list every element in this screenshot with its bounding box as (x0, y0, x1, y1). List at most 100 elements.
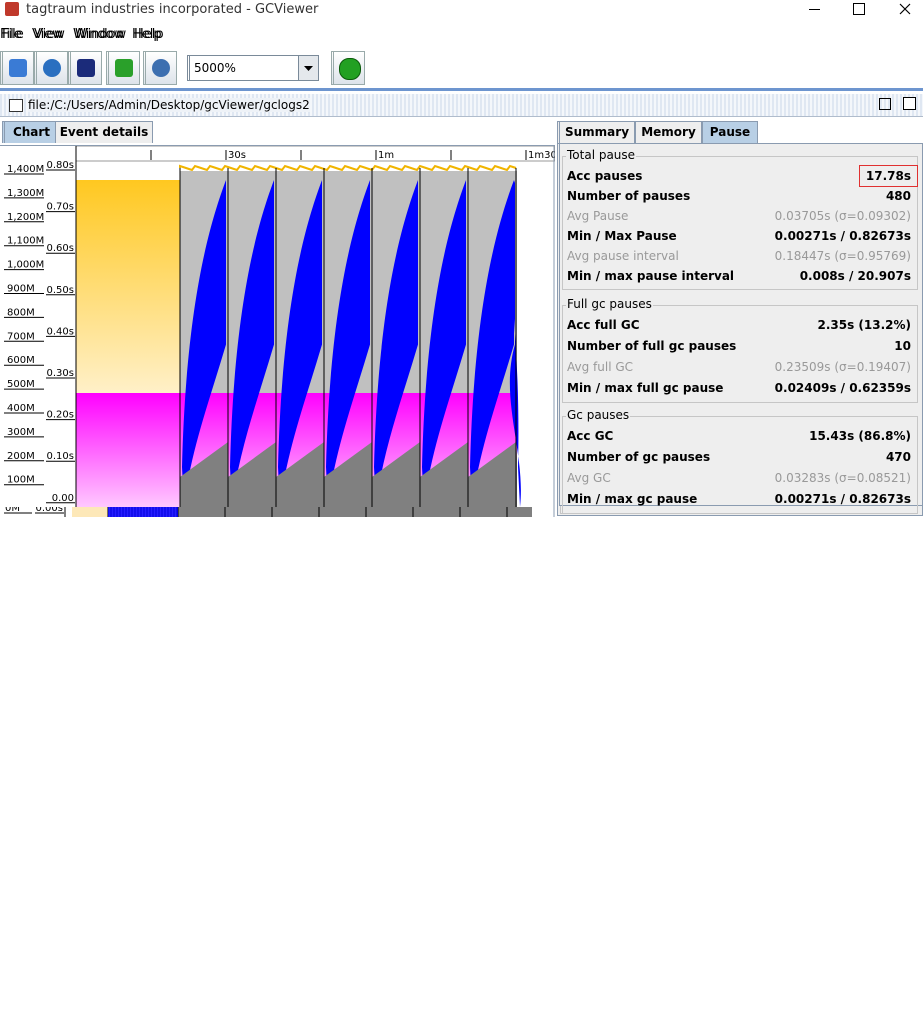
separator (0, 88, 923, 91)
menu-item[interactable]: Window (73, 27, 125, 42)
close-frame-button[interactable] (903, 97, 916, 110)
memory-tick-label: 100M (7, 475, 35, 486)
stat-value: 0.03283s (σ=0.08521) (774, 471, 911, 485)
memory-tick-label: 0M (5, 503, 20, 514)
menu-item[interactable]: Help (134, 27, 164, 42)
gc-pause-area (468, 442, 516, 507)
gc-pause-area (324, 442, 372, 507)
menu-item[interactable]: Help (132, 27, 162, 42)
close-button[interactable] (898, 2, 912, 16)
gc-pause-area (180, 442, 228, 507)
stat-label: Avg pause interval (567, 249, 679, 263)
toolbar-icon (77, 59, 95, 77)
frame-header: file:/C:/Users/Admin/Desktop/gcViewer/gc… (0, 94, 923, 117)
gc-pause-area (276, 442, 324, 507)
memory-tick-label: 200M (7, 451, 35, 462)
file-path: file:/C:/Users/Admin/Desktop/gcViewer/gc… (28, 98, 310, 112)
memory-tick-label: 1,200M (7, 212, 44, 223)
gc-chart: 30s 1m 1m30 1,400M 1,300M 1,200M 1,100M 1,000M 9… (0, 145, 555, 507)
used-heap (182, 180, 226, 507)
toolbar-button[interactable] (70, 51, 102, 85)
pause-tick-label: 0.00 (52, 493, 74, 504)
toolbar-icon (43, 59, 61, 77)
menu-item[interactable]: File (2, 27, 24, 42)
pause-tick-label: 0.30s (47, 368, 74, 379)
young-gen-area (76, 393, 180, 507)
memory-tick-label: 1,300M (7, 188, 44, 199)
toolbar-icon (152, 59, 170, 77)
used-heap (326, 180, 370, 507)
panel-tab[interactable]: Pause (702, 121, 758, 143)
stat-label: Acc pauses (567, 169, 643, 183)
pause-tick-label: 0.80s (47, 160, 74, 171)
stat-value: 470 (885, 450, 911, 464)
memory-tick-label: 900M (7, 284, 35, 295)
gc-pause-area (228, 442, 276, 507)
menu-item[interactable]: Window (75, 27, 127, 42)
restore-button[interactable] (879, 98, 891, 110)
gc-pause-area (372, 442, 420, 507)
panel-tab[interactable]: Summary (559, 121, 635, 143)
stat-value: 0.03705s (σ=0.09302) (774, 209, 911, 223)
stat-value: 0.00271s / 0.82673s (774, 492, 911, 506)
stat-value: 0.008s / 20.907s (799, 269, 911, 283)
memory-tick-label: 1,100M (7, 236, 44, 247)
stat-value: 15.43s (86.8%) (809, 429, 911, 443)
stat-value: 2.35s (13.2%) (817, 318, 911, 332)
stat-label: Min / max pause interval (567, 269, 735, 283)
total-heap-line (179, 164, 517, 172)
time-tick-label: 1m (378, 150, 394, 161)
chart-tab[interactable]: Chart (4, 121, 59, 143)
zoom-dropdown[interactable] (298, 56, 318, 80)
dropdown-arrow (304, 66, 313, 71)
menu-item[interactable]: View (34, 27, 65, 42)
stats-section (562, 305, 918, 403)
stat-label: Avg GC (567, 471, 611, 485)
memory-tick-label: 600M (7, 355, 35, 366)
pause-tick-label: 0.50s (47, 285, 74, 296)
stat-value: 10 (894, 339, 911, 353)
pause-tick-label: 0.10s (47, 451, 74, 462)
zoom-value: 5000% (194, 61, 236, 75)
info-button[interactable] (333, 51, 365, 85)
minimize-button[interactable] (809, 9, 820, 10)
toolbar-icon (115, 59, 133, 77)
time-axis (75, 146, 555, 162)
pause-tick-label: 0.60s (47, 243, 74, 254)
used-heap (374, 180, 418, 507)
toolbar-button[interactable] (145, 51, 177, 85)
stat-value: 480 (885, 189, 911, 203)
memory-tick-label: 1,000M (7, 260, 44, 271)
time-tick-label: 30s (228, 150, 246, 161)
zoom-combo[interactable]: 5000% (189, 55, 319, 81)
memory-tick-label: 500M (7, 379, 35, 390)
stat-label: Number of pauses (567, 189, 691, 203)
pause-tick-label: 0.20s (47, 410, 74, 421)
stat-label: Min / max gc pause (567, 492, 698, 506)
toolbar-button[interactable] (108, 51, 140, 85)
window-title: tagtraum industries incorporated - GCVie… (26, 2, 319, 17)
toolbar-icon (9, 59, 27, 77)
pause-tick-label: 0.40s (47, 326, 74, 337)
toolbar-button[interactable] (2, 51, 34, 85)
toolbar-button[interactable] (36, 51, 68, 85)
frame-icon (9, 99, 23, 112)
menu-item[interactable]: File (0, 27, 22, 42)
pause-tick-label: 0.00s (36, 503, 63, 514)
section-title: Total pause (566, 148, 637, 162)
menu-item[interactable]: View (32, 27, 63, 42)
chart-tab[interactable]: Event details (55, 121, 153, 143)
memory-tick-label: 1,400M (7, 164, 44, 175)
info-icon (339, 58, 361, 80)
stat-value: 0.00271s / 0.82673s (774, 229, 911, 243)
maximize-button[interactable] (853, 3, 865, 15)
memory-tick-label: 300M (7, 427, 35, 438)
stat-label: Avg full GC (567, 360, 634, 374)
panel-tab[interactable]: Memory (635, 121, 702, 143)
used-heap (508, 180, 521, 507)
memory-tick-label: 400M (7, 403, 35, 414)
old-gen-area (76, 180, 180, 393)
time-tick-label: 1m30 (528, 150, 555, 161)
stat-value: 17.78s (858, 165, 918, 187)
